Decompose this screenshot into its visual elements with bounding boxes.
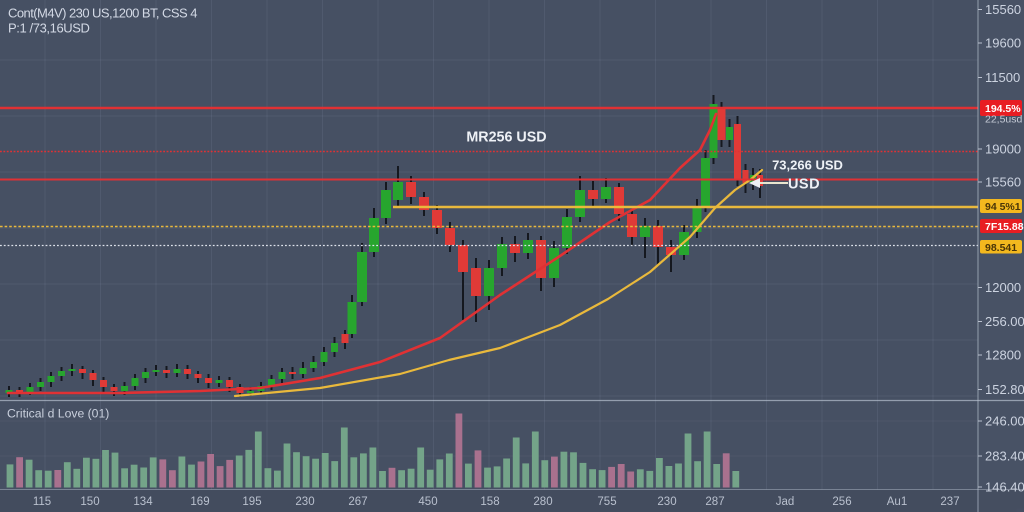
svg-text:22,5usd: 22,5usd	[985, 114, 1023, 126]
svg-text:230: 230	[295, 496, 314, 508]
svg-text:287: 287	[705, 496, 724, 508]
svg-text:150: 150	[80, 496, 99, 508]
svg-text:134: 134	[133, 496, 153, 508]
svg-text:283.40: 283.40	[985, 449, 1024, 464]
svg-text:169: 169	[190, 496, 209, 508]
svg-text:256.00: 256.00	[985, 314, 1024, 329]
svg-text:755: 755	[597, 496, 616, 508]
svg-text:Critical d Love (01): Critical d Love (01)	[7, 407, 109, 421]
svg-text:195: 195	[242, 496, 261, 508]
svg-text:12000: 12000	[985, 280, 1021, 295]
svg-text:P:1 /73,16USD: P:1 /73,16USD	[8, 21, 90, 36]
svg-text:15560: 15560	[985, 2, 1021, 17]
svg-text:98.541: 98.541	[985, 242, 1017, 254]
svg-text:237: 237	[940, 496, 959, 508]
svg-text:19000: 19000	[985, 142, 1021, 157]
svg-text:7F15.88: 7F15.88	[985, 221, 1024, 233]
svg-text:194.5%: 194.5%	[985, 103, 1021, 115]
svg-text:Cont(M4V) 230 US,1200 BT, CSS: Cont(M4V) 230 US,1200 BT, CSS 4	[8, 6, 197, 21]
svg-text:146.40: 146.40	[985, 480, 1024, 495]
svg-text:15560: 15560	[985, 175, 1021, 190]
svg-text:256: 256	[832, 496, 851, 508]
svg-text:158: 158	[480, 496, 499, 508]
svg-text:11500: 11500	[985, 70, 1020, 85]
svg-text:152.80: 152.80	[985, 382, 1024, 397]
svg-text:246.00: 246.00	[985, 414, 1024, 429]
svg-text:MR256 USD: MR256 USD	[466, 130, 546, 146]
svg-text:267: 267	[348, 496, 367, 508]
svg-text:450: 450	[418, 496, 437, 508]
svg-text:230: 230	[657, 496, 676, 508]
svg-text:12800: 12800	[985, 348, 1021, 363]
svg-text:Jad: Jad	[776, 496, 795, 508]
svg-text:Au1: Au1	[887, 496, 907, 508]
svg-text:94 5%1: 94 5%1	[985, 201, 1021, 213]
svg-text:73,266 USD: 73,266 USD	[772, 158, 843, 173]
svg-text:115: 115	[33, 496, 51, 508]
svg-text:280: 280	[533, 496, 552, 508]
svg-text:USD: USD	[788, 177, 820, 193]
svg-text:19600: 19600	[985, 36, 1021, 51]
